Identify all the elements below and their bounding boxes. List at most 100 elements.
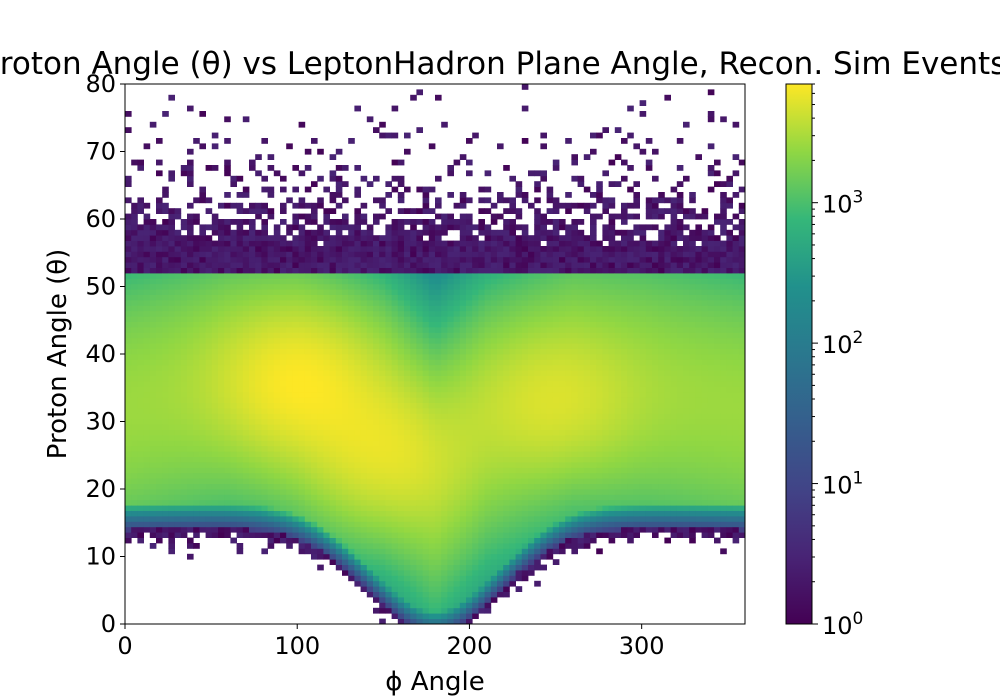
heatmap-cell	[354, 381, 361, 387]
heatmap-cell	[466, 262, 473, 268]
heatmap-cell	[329, 262, 337, 268]
heatmap-cell	[459, 256, 467, 263]
heatmap-cell	[559, 521, 566, 528]
heatmap-cell	[534, 440, 541, 447]
heatmap-cell	[472, 246, 479, 252]
heatmap-cell	[497, 294, 504, 301]
heatmap-cell	[156, 267, 163, 274]
heatmap-cell	[143, 526, 151, 533]
heatmap-cell	[497, 354, 504, 360]
heatmap-cell	[552, 526, 560, 533]
heatmap-cell	[453, 597, 461, 603]
heatmap-cell	[180, 278, 188, 285]
heatmap-cell	[441, 575, 448, 582]
heatmap-cell	[528, 327, 535, 333]
heatmap-cell	[156, 321, 163, 328]
heatmap-cell	[478, 354, 485, 360]
heatmap-cell	[521, 408, 529, 414]
heatmap-cell	[143, 213, 151, 220]
heatmap-cell	[484, 418, 492, 425]
heatmap-cell	[397, 278, 405, 285]
heatmap-cell	[373, 451, 380, 457]
heatmap-cell	[478, 548, 485, 555]
heatmap-cell	[236, 343, 244, 349]
heatmap-cell	[218, 327, 225, 333]
heatmap-cell	[428, 564, 436, 571]
heatmap-cell	[459, 445, 467, 452]
heatmap-cell	[298, 305, 306, 312]
heatmap-cell	[205, 499, 213, 506]
heatmap-cell	[168, 175, 175, 182]
heatmap-cell	[360, 570, 368, 576]
heatmap-cell	[236, 229, 244, 236]
heatmap-cell	[416, 548, 423, 555]
heatmap-cell	[540, 224, 547, 231]
heatmap-cell	[236, 505, 244, 511]
heatmap-cell	[304, 478, 312, 484]
heatmap-cell	[459, 278, 467, 285]
heatmap-cell	[404, 505, 411, 511]
heatmap-cell	[521, 521, 529, 528]
heatmap-cell	[329, 294, 337, 301]
heatmap-cell	[490, 402, 498, 409]
heatmap-cell	[261, 408, 268, 414]
heatmap-cell	[236, 424, 244, 430]
heatmap-cell	[280, 402, 287, 409]
heatmap-cell	[540, 359, 547, 366]
heatmap-cell	[267, 278, 275, 285]
heatmap-cell	[397, 462, 405, 468]
heatmap-cell	[391, 607, 399, 614]
heatmap-cell	[478, 294, 485, 301]
heatmap-cell	[187, 499, 194, 506]
heatmap-cell	[447, 321, 454, 328]
heatmap-cell	[342, 343, 349, 349]
heatmap-cell	[546, 337, 554, 344]
heatmap-cell	[261, 294, 268, 301]
heatmap-cell	[286, 321, 293, 328]
heatmap-cell	[373, 462, 380, 468]
heatmap-cell	[404, 305, 411, 312]
heatmap-cell	[156, 224, 163, 231]
heatmap-cell	[236, 256, 244, 263]
heatmap-cell	[335, 424, 343, 430]
heatmap-cell	[385, 537, 392, 544]
heatmap-cell	[565, 516, 572, 522]
heatmap-cell	[385, 597, 392, 603]
heatmap-cell	[360, 240, 368, 247]
heatmap-cell	[503, 219, 510, 225]
heatmap-cell	[211, 483, 219, 490]
heatmap-cell	[478, 510, 485, 517]
heatmap-cell	[552, 408, 560, 414]
heatmap-cell	[447, 537, 454, 544]
heatmap-cell	[187, 537, 194, 544]
heatmap-cell	[199, 489, 206, 495]
heatmap-cell	[187, 278, 194, 285]
heatmap-cell	[261, 208, 268, 214]
heatmap-cell	[199, 143, 206, 150]
heatmap-cell	[366, 402, 374, 409]
heatmap-cell	[379, 256, 386, 263]
heatmap-cell	[546, 229, 554, 236]
heatmap-cell	[292, 462, 299, 468]
heatmap-cell	[410, 505, 417, 511]
heatmap-cell	[211, 246, 219, 252]
heatmap-cell	[286, 478, 293, 484]
heatmap-cell	[391, 429, 399, 436]
heatmap-cell	[453, 408, 461, 414]
heatmap-cell	[422, 478, 430, 484]
heatmap-cell	[534, 526, 541, 533]
heatmap-cell	[410, 429, 417, 436]
heatmap-cell	[335, 537, 343, 544]
heatmap-cell	[509, 197, 516, 204]
heatmap-cell	[348, 305, 355, 312]
heatmap-cell	[565, 332, 572, 339]
heatmap-cell	[211, 435, 219, 441]
heatmap-cell	[304, 246, 312, 252]
heatmap-cell	[354, 521, 361, 528]
heatmap-cell	[435, 386, 442, 393]
heatmap-cell	[267, 462, 275, 468]
heatmap-cell	[391, 289, 399, 295]
heatmap-cell	[509, 548, 516, 555]
heatmap-cell	[515, 564, 523, 571]
heatmap-cell	[490, 289, 498, 295]
